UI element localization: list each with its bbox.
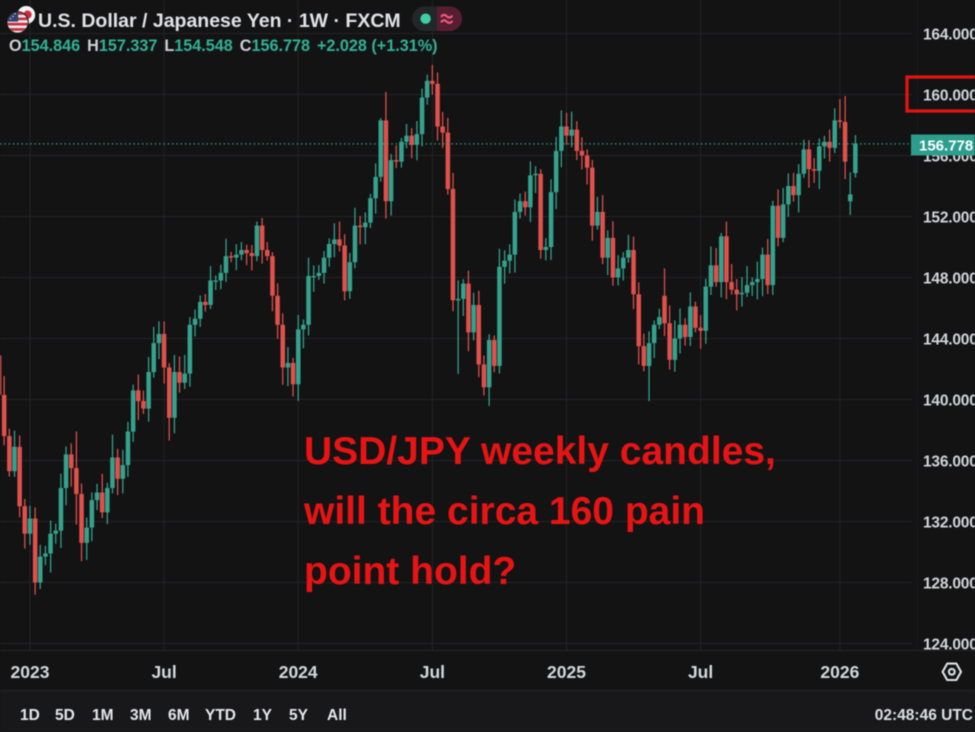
svg-text:160.000: 160.000 [923, 88, 975, 105]
svg-text:U.S. Dollar / Japanese Yen · 1: U.S. Dollar / Japanese Yen · 1W · FXCM [38, 10, 401, 32]
svg-text:164.000: 164.000 [923, 27, 975, 44]
svg-text:5Y: 5Y [289, 707, 309, 724]
svg-text:5D: 5D [55, 707, 75, 724]
svg-text:140.000: 140.000 [923, 393, 975, 410]
svg-text:02:48:46 UTC: 02:48:46 UTC [875, 707, 973, 724]
svg-text:1D: 1D [20, 707, 40, 724]
svg-text:156.778: 156.778 [919, 138, 973, 155]
svg-text:3M: 3M [130, 707, 152, 724]
svg-text:1M: 1M [92, 707, 114, 724]
svg-text:2026: 2026 [820, 662, 859, 682]
svg-text:144.000: 144.000 [923, 332, 975, 349]
svg-text:Jul: Jul [420, 662, 445, 682]
svg-text:124.000: 124.000 [923, 637, 975, 654]
svg-text:152.000: 152.000 [923, 210, 975, 227]
svg-text:Jul: Jul [151, 662, 176, 682]
svg-text:128.000: 128.000 [923, 576, 975, 593]
svg-text:2024: 2024 [279, 662, 318, 682]
svg-text:136.000: 136.000 [923, 454, 975, 471]
svg-text:2023: 2023 [11, 662, 50, 682]
svg-text:6M: 6M [168, 707, 190, 724]
svg-text:All: All [327, 707, 347, 724]
svg-text:YTD: YTD [205, 707, 236, 724]
svg-text:2025: 2025 [547, 662, 586, 682]
svg-text:1Y: 1Y [253, 707, 273, 724]
svg-text:Jul: Jul [688, 662, 713, 682]
svg-text:148.000: 148.000 [923, 271, 975, 288]
svg-text:132.000: 132.000 [923, 515, 975, 532]
